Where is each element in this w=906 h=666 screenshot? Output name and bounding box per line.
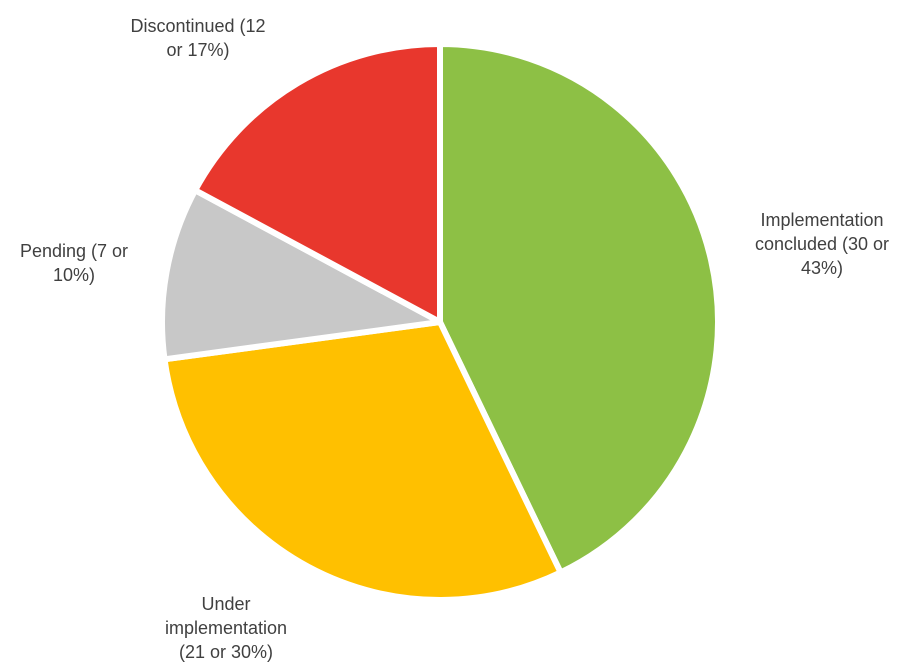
slice-label-line: 43%) (801, 258, 843, 278)
pie-slice-pending (159, 187, 443, 363)
pie-slice-under-implementation (161, 319, 564, 603)
labels-layer: Implementation concluded (30 or 43%) Under i… (20, 16, 889, 662)
slice-label-implementation-concluded: Implementation concluded (30 or 43%) (755, 210, 889, 278)
slice-label-line: (21 or 30%) (179, 642, 273, 662)
slice-label-line: concluded (30 or (755, 234, 889, 254)
slice-label-line: or 17%) (166, 40, 229, 60)
slice-label-discontinued: Discontinued (12 or 17%) (130, 16, 265, 60)
slice-label-under-implementation: Under implementation (21 or 30%) (165, 594, 287, 662)
slices-layer (159, 41, 721, 603)
slice-label-line: Discontinued (12 (130, 16, 265, 36)
slice-label-pending: Pending (7 or 10%) (20, 241, 128, 285)
slice-label-line: Under (201, 594, 250, 614)
slice-label-line: implementation (165, 618, 287, 638)
slice-label-line: Implementation (760, 210, 883, 230)
slice-label-line: Pending (7 or (20, 241, 128, 261)
pie-slice-implementation-concluded (437, 41, 721, 576)
pie-slice-discontinued (192, 41, 443, 325)
slice-label-line: 10%) (53, 265, 95, 285)
